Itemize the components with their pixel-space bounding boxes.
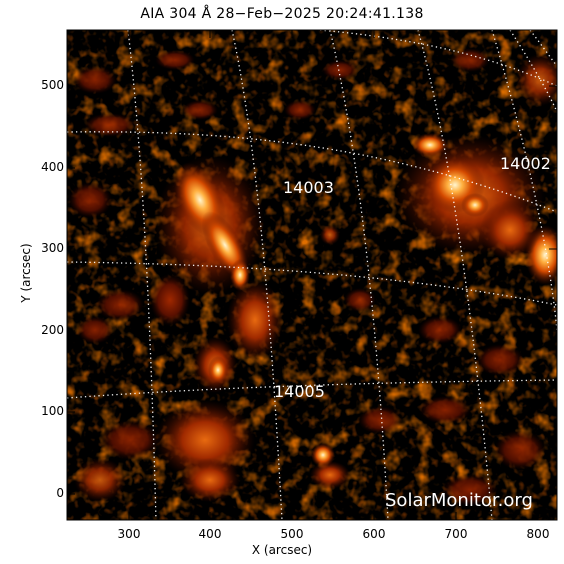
axis-tick-marks [67, 30, 557, 520]
y-tick-label: 500 [41, 78, 64, 92]
active-region-label-14005: 14005 [274, 382, 325, 401]
active-region-label-14003: 14003 [283, 178, 334, 197]
active-region-14002-emission [395, 133, 557, 285]
x-tick-label: 300 [117, 527, 141, 541]
x-tick-label: 700 [444, 527, 468, 541]
y-axis-label: Y (arcsec) [19, 243, 33, 303]
x-tick-label: 600 [362, 527, 386, 541]
active-region-label-14002: 14002 [500, 154, 551, 173]
y-tick-label: 0 [56, 486, 64, 500]
active-region-14005-emission [310, 443, 350, 489]
heliographic-grid [67, 30, 557, 520]
x-tick-label: 400 [198, 527, 222, 541]
y-tick-label: 300 [41, 241, 64, 255]
y-tick-label: 100 [41, 404, 64, 418]
y-tick-label: 200 [41, 323, 64, 337]
solar-chromosphere-image: 14003 14002 14005 SolarMonitor.org [67, 30, 557, 520]
x-tick-label: 500 [280, 527, 304, 541]
x-tick-label: 800 [526, 527, 550, 541]
active-region-14003-emission [150, 155, 283, 502]
figure-title: AIA 304 Å 28−Feb−2025 20:24:41.138 [140, 6, 424, 22]
x-axis-label: X (arcsec) [251, 543, 313, 557]
y-tick-label: 400 [41, 160, 64, 174]
solarmonitor-watermark: SolarMonitor.org [385, 490, 533, 511]
plot-frame [66, 29, 558, 521]
